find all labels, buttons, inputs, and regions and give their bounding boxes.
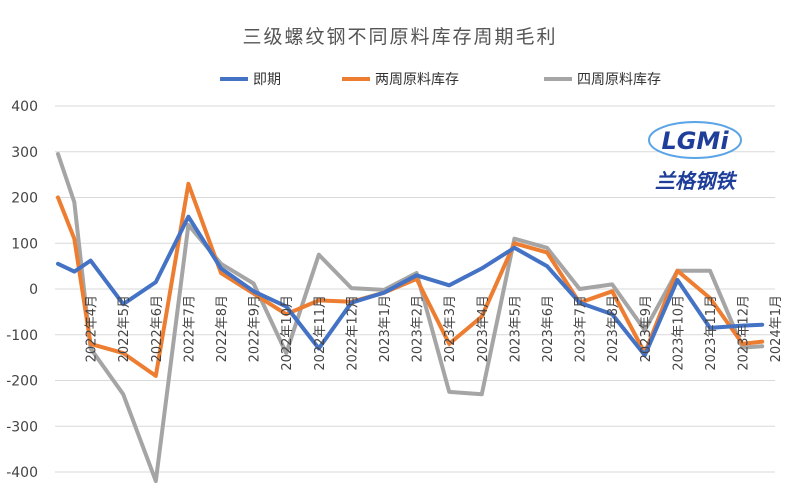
x-tick-label: 2022年9月 [248, 295, 263, 362]
x-tick-label: 2022年10月 [280, 295, 295, 371]
logo-caption: 兰格钢铁 [655, 169, 738, 193]
y-tick-label: -200 [6, 374, 38, 390]
x-tick-label: 2024年1月 [769, 295, 784, 362]
x-tick-label: 2022年4月 [85, 295, 100, 362]
y-tick-label: 200 [11, 191, 38, 207]
y-tick-label: -400 [6, 465, 38, 481]
x-tick-label: 2022年7月 [182, 295, 197, 362]
x-tick-label: 2022年12月 [345, 295, 360, 371]
x-tick-label: 2022年8月 [215, 295, 230, 362]
x-tick-label: 2023年1月 [378, 295, 393, 362]
series-line-3 [56, 152, 765, 484]
x-tick-label: 2023年11月 [704, 295, 719, 371]
x-tick-label: 2023年2月 [411, 295, 426, 362]
x-tick-label: 2023年10月 [671, 295, 686, 371]
logo-mark: LGMi [661, 127, 729, 155]
y-tick-label: -300 [6, 419, 38, 435]
x-tick-label: 2023年3月 [443, 295, 458, 362]
y-tick-label: 0 [29, 282, 38, 298]
x-tick-label: 2022年5月 [117, 295, 132, 362]
series-lines [56, 152, 765, 484]
y-tick-label: 100 [11, 236, 38, 252]
x-tick-label: 2023年8月 [606, 295, 621, 362]
x-tick-label: 2023年7月 [574, 295, 589, 362]
y-tick-label: -100 [6, 328, 38, 344]
y-axis-ticks: 400 300 200 100 0 -100 -200 -300 -400 [6, 99, 38, 481]
chart-title: 三级螺纹钢不同原料库存周期毛利 [242, 26, 557, 48]
x-tick-label: 2023年6月 [541, 295, 556, 362]
legend: 即期 两周原料库存 四周原料库存 [220, 72, 661, 88]
x-tick-label: 2023年5月 [508, 295, 523, 362]
legend-label: 两周原料库存 [375, 72, 459, 88]
logo-ellipse [648, 121, 742, 159]
y-tick-label: 400 [11, 99, 38, 115]
x-tick-label: 2022年6月 [150, 295, 165, 362]
x-axis-ticks: 2022年4月 2022年5月 2022年6月 2022年7月 2022年8月 2022年… [85, 295, 785, 371]
legend-label: 即期 [253, 72, 281, 88]
x-tick-label: 2023年9月 [639, 295, 654, 362]
x-tick-label: 2023年4月 [476, 295, 491, 362]
x-tick-label: 2023年12月 [737, 295, 752, 371]
x-tick-label: 2022年11月 [313, 295, 328, 371]
series-line-1 [56, 214, 765, 358]
legend-label: 四周原料库存 [577, 72, 661, 88]
lgmi-logo: LGMi 兰格钢铁 [648, 121, 742, 193]
y-tick-label: 300 [11, 145, 38, 161]
